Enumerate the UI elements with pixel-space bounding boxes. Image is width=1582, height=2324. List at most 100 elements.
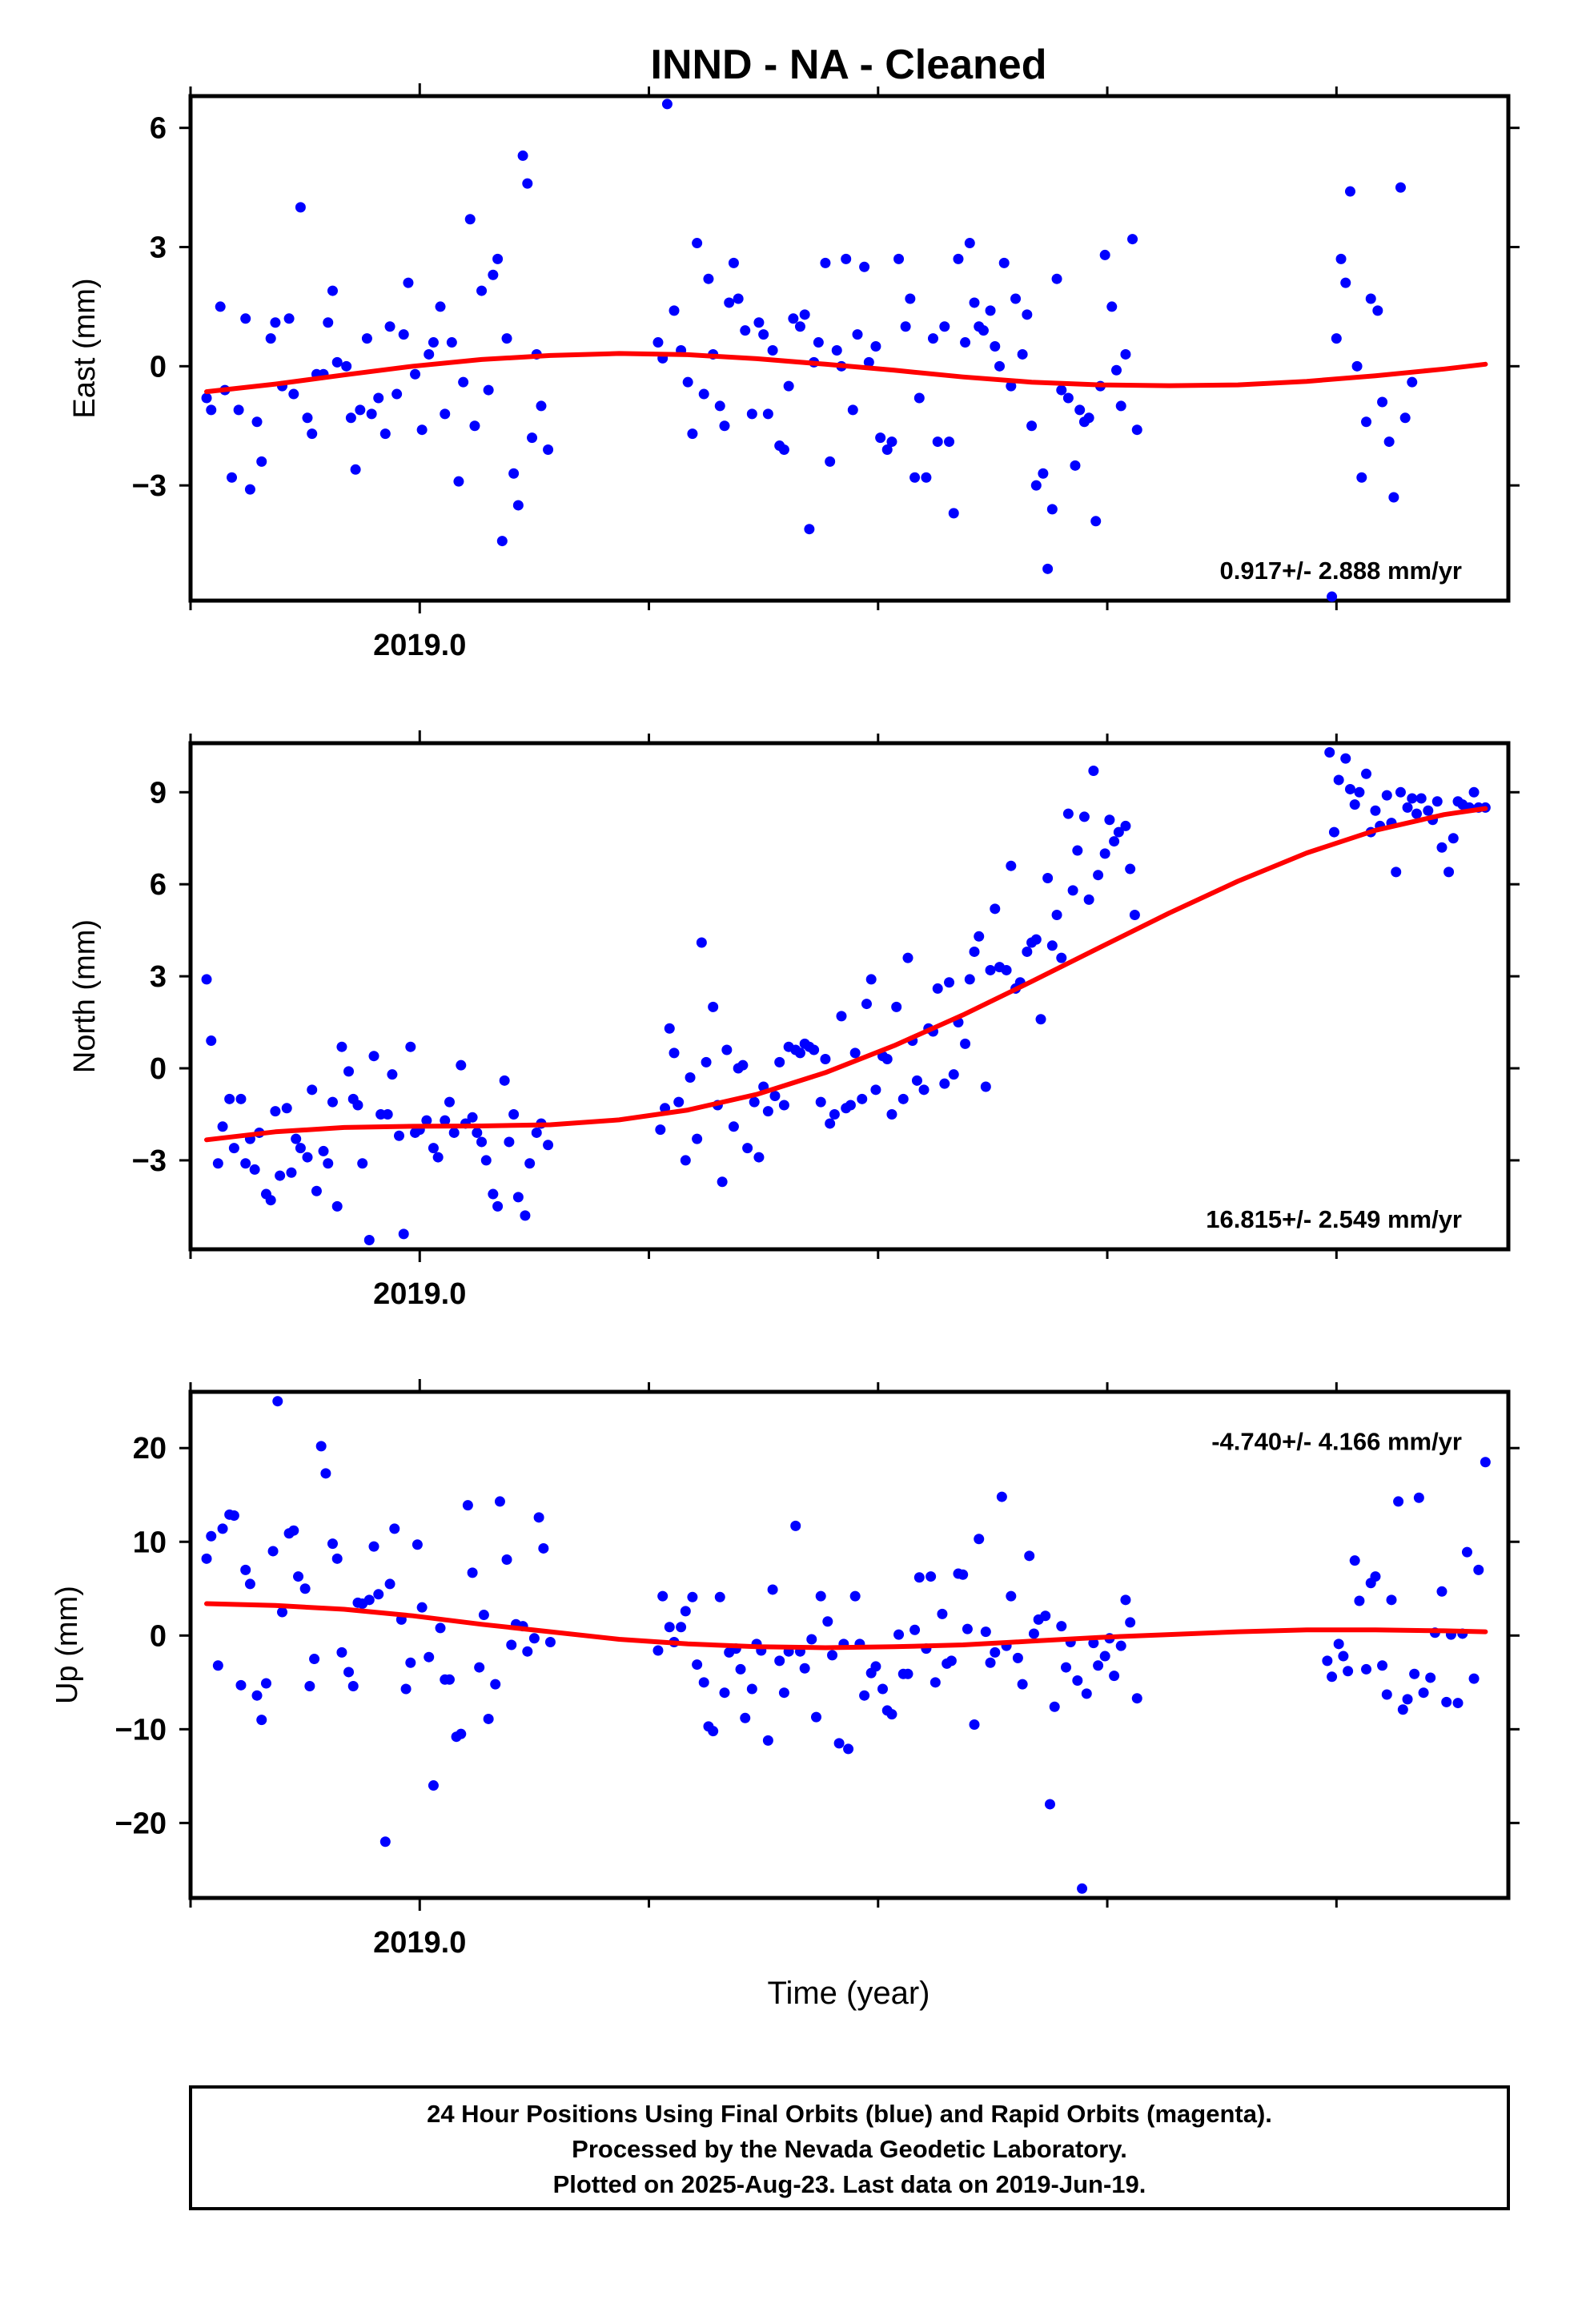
up-point — [980, 1626, 991, 1638]
north-point — [685, 1072, 696, 1084]
east-point — [831, 344, 842, 356]
north-point — [881, 1054, 893, 1065]
east-point — [416, 424, 428, 436]
east-point — [794, 321, 805, 332]
up-point — [827, 1650, 838, 1661]
north-point — [861, 999, 872, 1010]
north-point — [886, 1108, 897, 1120]
up-point — [474, 1662, 485, 1673]
east-point — [698, 388, 709, 400]
east-point — [373, 392, 384, 404]
north-point — [948, 1069, 959, 1080]
east-point — [469, 420, 480, 432]
north-point — [902, 952, 913, 963]
east-point — [1365, 293, 1376, 304]
north-point — [1349, 799, 1360, 810]
east-point — [244, 484, 255, 495]
up-point — [379, 1836, 391, 1848]
up-point — [930, 1677, 941, 1688]
north-point — [1088, 765, 1099, 776]
east-point — [886, 436, 897, 448]
up-point — [522, 1646, 533, 1657]
north-point — [206, 1035, 217, 1047]
up-point — [456, 1728, 467, 1739]
north-point — [1340, 753, 1351, 764]
east-point — [446, 337, 457, 348]
up-point — [478, 1610, 489, 1621]
up-point — [1480, 1457, 1491, 1468]
up-point — [909, 1624, 921, 1635]
north-point — [357, 1158, 368, 1169]
north-point — [669, 1047, 680, 1059]
north-point — [492, 1200, 504, 1212]
north-point — [323, 1158, 334, 1169]
north-point — [1067, 885, 1078, 896]
north-point — [387, 1069, 398, 1080]
north-point — [331, 1200, 343, 1212]
east-point — [863, 356, 874, 368]
north-point — [1083, 894, 1094, 905]
east-point — [366, 408, 377, 420]
north-point — [456, 1059, 467, 1071]
north-point — [393, 1130, 404, 1141]
east-point — [652, 337, 664, 348]
up-point — [1056, 1621, 1067, 1632]
east-point — [341, 360, 352, 372]
north-point — [343, 1066, 355, 1077]
up-point — [412, 1539, 423, 1550]
up-point — [467, 1567, 478, 1578]
east-point — [767, 344, 778, 356]
east-point — [728, 257, 739, 268]
up-point — [877, 1683, 889, 1695]
up-point — [767, 1584, 778, 1595]
up-point — [657, 1590, 669, 1602]
north-point — [897, 1093, 909, 1104]
up-point — [1040, 1610, 1051, 1622]
east-point — [1038, 468, 1049, 479]
east-y-axis-label: East (mm) — [68, 278, 102, 418]
up-point — [1441, 1696, 1452, 1707]
up-point — [1120, 1594, 1131, 1606]
north-y-tick-label-6: 6 — [150, 868, 167, 902]
up-point — [1370, 1571, 1381, 1582]
east-point — [758, 329, 769, 340]
up-point — [1349, 1555, 1360, 1566]
up-frame — [188, 1389, 1511, 1900]
up-y-tick-label-20: 20 — [133, 1432, 167, 1466]
up-point — [1017, 1679, 1028, 1690]
east-point — [944, 436, 955, 448]
north-point — [286, 1167, 297, 1178]
north-point — [1093, 870, 1104, 881]
x-axis-label: Time (year) — [768, 1976, 930, 2011]
up-point — [1131, 1693, 1142, 1704]
east-point — [687, 428, 698, 440]
north-point — [1129, 909, 1140, 920]
north-point — [1333, 774, 1344, 786]
north-point — [680, 1155, 691, 1166]
up-point — [708, 1726, 719, 1737]
up-point — [958, 1569, 969, 1580]
north-point — [1415, 793, 1427, 804]
up-point — [1077, 1883, 1088, 1894]
up-point — [680, 1606, 691, 1617]
east-point — [799, 309, 810, 320]
up-point — [528, 1633, 540, 1644]
footer-frame — [189, 2085, 1510, 2210]
north-point — [655, 1124, 666, 1136]
north-point — [295, 1143, 306, 1154]
east-point — [964, 238, 975, 249]
east-point — [458, 376, 469, 388]
up-point — [1436, 1586, 1447, 1597]
east-point — [682, 376, 693, 388]
up-point — [996, 1491, 1007, 1502]
north-point — [1411, 808, 1422, 819]
north-point — [1046, 940, 1058, 951]
north-point — [405, 1041, 416, 1052]
up-point — [1028, 1628, 1039, 1639]
east-point — [501, 333, 512, 344]
east-point — [1099, 249, 1110, 260]
up-point — [201, 1553, 212, 1564]
east-point — [939, 321, 950, 332]
east-point — [543, 444, 554, 455]
north-point — [985, 964, 996, 975]
